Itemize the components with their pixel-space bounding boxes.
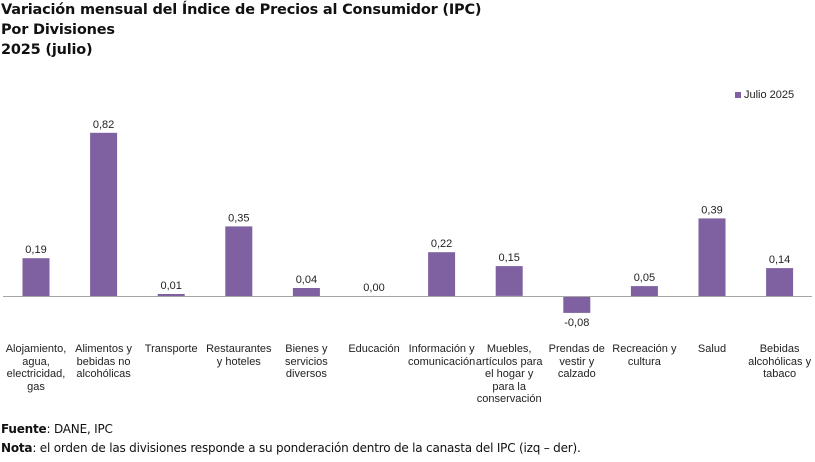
data-label-7: 0,15 bbox=[498, 252, 519, 264]
data-label-3: 0,35 bbox=[228, 212, 249, 224]
note-text: : el orden de las divisiones responde a … bbox=[32, 441, 581, 455]
chart-title: Variación mensual del Índice de Precios … bbox=[1, 0, 482, 60]
bar-9 bbox=[630, 286, 658, 297]
chart-legend: Julio 2025 bbox=[735, 89, 794, 101]
source-label: Fuente bbox=[1, 422, 47, 436]
category-label-0: Alojamiento, agua, electricidad, gas bbox=[5, 343, 67, 393]
title-line-3: 2025 (julio) bbox=[1, 42, 93, 58]
bar-1 bbox=[90, 132, 118, 296]
category-label-11: Bebidas alcohólicas y tabaco bbox=[748, 343, 812, 380]
category-label-1: Alimentos y bebidas no alcohólicas bbox=[75, 343, 133, 380]
category-label-6: Información y comunicación bbox=[407, 343, 476, 368]
category-label-2: Transporte bbox=[144, 343, 198, 355]
note-label: Nota bbox=[1, 441, 33, 455]
footer-source: Fuente: DANE, IPC bbox=[1, 422, 113, 436]
data-label-1: 0,82 bbox=[93, 119, 114, 131]
bar-10 bbox=[698, 218, 726, 296]
category-label-9: Recreación y cultura bbox=[612, 343, 677, 368]
data-label-2: 0,01 bbox=[160, 280, 181, 292]
category-label-8: Prendas de vestir y calzado bbox=[548, 343, 605, 380]
category-label-10: Salud bbox=[697, 343, 727, 355]
bar-2 bbox=[157, 294, 185, 296]
bar-0 bbox=[22, 258, 50, 296]
data-label-11: 0,14 bbox=[769, 254, 790, 266]
legend-swatch-julio-2025 bbox=[735, 92, 741, 98]
category-label-3: Restaurantes y hoteles bbox=[206, 343, 272, 368]
bar-6 bbox=[428, 252, 456, 296]
data-label-0: 0,19 bbox=[25, 244, 46, 256]
legend-label: Julio 2025 bbox=[744, 89, 795, 101]
title-line-1: Variación mensual del Índice de Precios … bbox=[1, 2, 482, 18]
data-label-8: -0,08 bbox=[564, 317, 589, 329]
bar-chart: 0,19 0,82 0,01 0,35 0,04 0,00 0,22 0,15 -0,08 0,0… bbox=[3, 119, 812, 329]
bar-3 bbox=[225, 226, 253, 296]
data-label-6: 0,22 bbox=[431, 238, 452, 250]
data-label-4: 0,04 bbox=[296, 274, 317, 286]
data-label-9: 0,05 bbox=[634, 272, 655, 284]
bar-7 bbox=[495, 266, 523, 296]
bar-8 bbox=[563, 297, 591, 313]
footer-note: Nota: el orden de las divisiones respond… bbox=[1, 441, 581, 455]
data-label-10: 0,39 bbox=[701, 204, 722, 216]
data-label-5: 0,00 bbox=[363, 282, 384, 294]
category-label-7: Muebles, artículos para el hogar y para la c… bbox=[475, 343, 543, 405]
title-line-2: Por Divisiones bbox=[1, 22, 115, 38]
category-label-4: Bienes y servicios diversos bbox=[284, 343, 328, 380]
bar-4 bbox=[292, 288, 320, 296]
bar-11 bbox=[766, 268, 794, 296]
category-label-5: Educación bbox=[348, 343, 400, 355]
source-text: : DANE, IPC bbox=[46, 422, 113, 436]
